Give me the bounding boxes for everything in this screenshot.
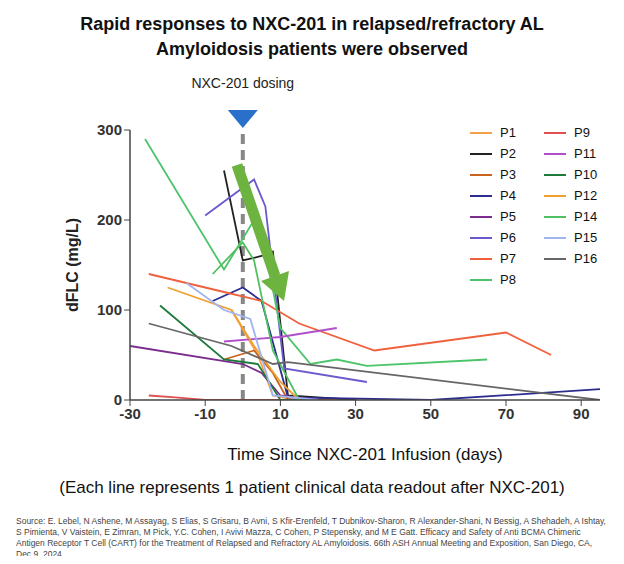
html-text:Rapid responses to NXC-201 in: Rapid responses to NXC-201 in relapsed/r… — [80, 14, 544, 59]
html-text:P5: P5 — [500, 209, 516, 224]
svg-text:200: 200 — [97, 211, 122, 228]
html-text:P8: P8 — [500, 272, 516, 287]
svg-text:50: 50 — [422, 405, 439, 422]
svg-text:10: 10 — [272, 405, 289, 422]
html-text:P16: P16 — [574, 251, 598, 266]
svg-text:30: 30 — [347, 405, 364, 422]
html-text:P9: P9 — [574, 125, 590, 140]
html-text:P4: P4 — [500, 188, 516, 203]
svg-text:100: 100 — [97, 301, 122, 318]
svg-text:-10: -10 — [194, 405, 216, 422]
html-text:P3: P3 — [500, 167, 516, 182]
svg-text:dFLC (mg/L): dFLC (mg/L) — [64, 218, 81, 312]
svg-text:-30: -30 — [119, 405, 141, 422]
html-text:P15: P15 — [574, 230, 598, 245]
html-text:Time Since NXC-201 Infusion (d: Time Since NXC-201 Infusion (days) — [227, 445, 503, 464]
svg-text:300: 300 — [97, 121, 122, 138]
html-text:(Each line represents 1 patien: (Each line represents 1 patient clinical… — [59, 478, 565, 497]
html-text:P7: P7 — [500, 251, 516, 266]
html-text:P2: P2 — [500, 146, 516, 161]
svg-text:90: 90 — [573, 405, 590, 422]
svg-text:0: 0 — [114, 391, 122, 408]
svg-text:NXC-201 dosing: NXC-201 dosing — [191, 75, 294, 91]
svg-text:70: 70 — [498, 405, 515, 422]
html-text:Source: E. Lebel, N Ashene, M: Source: E. Lebel, N Ashene, M Assayag, S… — [16, 516, 606, 559]
html-text:P11: P11 — [574, 146, 597, 161]
html-text:P12: P12 — [574, 188, 598, 203]
html-text:P6: P6 — [500, 230, 516, 245]
html-text:P14: P14 — [574, 209, 598, 224]
html-text:P10: P10 — [574, 167, 598, 182]
html-text:P1: P1 — [500, 125, 516, 140]
